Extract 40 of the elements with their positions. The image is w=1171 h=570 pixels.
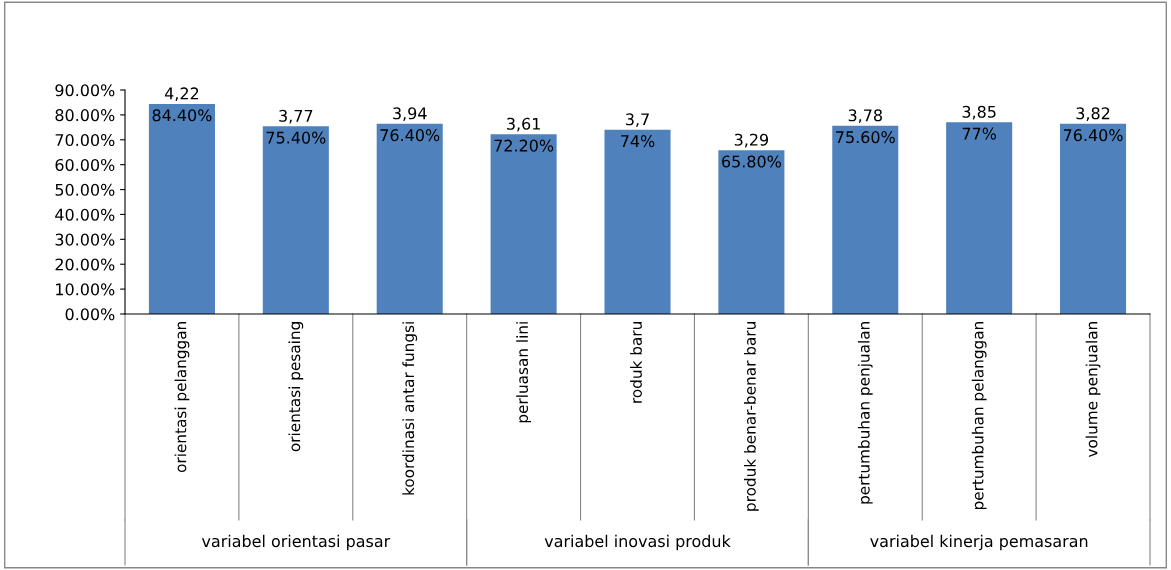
y-tick-label: 0.00% (65, 308, 115, 321)
x-tick-label: koordinasi antar fungsi (402, 322, 418, 495)
annotation: 3,78 (848, 109, 882, 123)
y-tick-label: 50.00% (55, 183, 115, 196)
data-label: 84.40% (152, 109, 212, 122)
data-label: 76.40% (380, 129, 440, 142)
text: variabel kinerja pemasaran (870, 534, 1088, 551)
x-tick-label: produk benar-benar baru (744, 322, 759, 511)
x-tick-label: orientasi pesaing (288, 322, 304, 452)
y-tick-label: 70.00% (55, 133, 115, 147)
annotation: 3,61 (507, 117, 540, 132)
y-tick-label: 30.00% (55, 233, 115, 246)
x-tick-label: pertumbuhan pelanggan (971, 322, 987, 510)
annotation: 4,22 (164, 87, 199, 102)
annotation: 3,77 (279, 109, 313, 124)
annotation: 3,82 (1076, 107, 1110, 121)
x-tick-label: pertumbuhan penjualan (857, 322, 873, 504)
text: variabel inovasi produk (544, 534, 731, 551)
data-label: 75.40% (266, 131, 326, 144)
annotation: 3,7 (626, 113, 649, 127)
data-label: 72.20% (494, 139, 554, 152)
x-tick-label: orientasi pelanggan (174, 322, 190, 473)
y-tick-label: 20.00% (55, 258, 115, 271)
data-label: 74% (621, 135, 655, 148)
x-tick-label: volume penjualan (1085, 322, 1101, 458)
y-tick-label: 10.00% (56, 283, 115, 296)
x-tick-label: perluasan lini (516, 322, 531, 423)
y-tick-label: 40.00% (55, 208, 115, 221)
y-tick-label: 60.00% (55, 158, 115, 171)
text: variabel orientasi pasar (201, 534, 391, 551)
annotation: 3,29 (734, 133, 769, 148)
data-label: 77% (962, 127, 997, 140)
data-label: 65.80% (722, 155, 781, 168)
y-tick-label: 90.00% (55, 84, 115, 97)
annotation: 3,94 (393, 107, 427, 121)
data-label: 76.40% (1063, 129, 1123, 142)
y-tick-label: 80.00% (55, 109, 115, 122)
x-tick-label: roduk baru (630, 322, 642, 403)
data-label: 75.60% (836, 131, 895, 144)
annotation: 3,85 (962, 105, 996, 120)
